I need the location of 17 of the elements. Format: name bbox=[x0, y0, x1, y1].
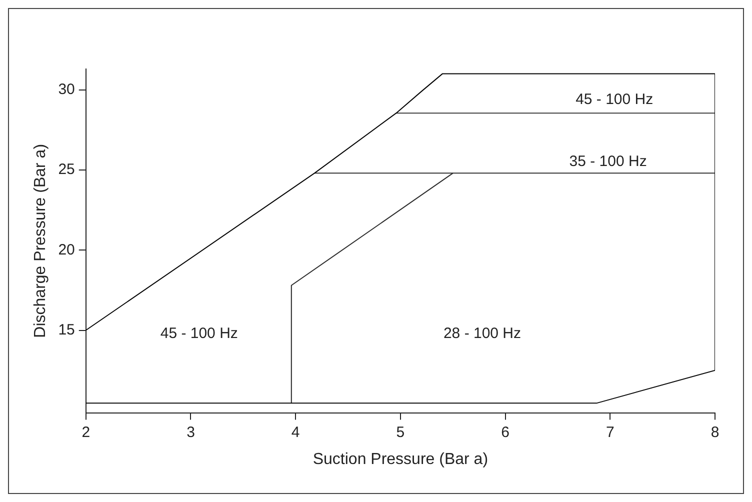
x-tick-label: 8 bbox=[710, 424, 720, 441]
annotation: 45 - 100 Hz bbox=[576, 91, 654, 108]
annotation: 45 - 100 Hz bbox=[160, 324, 238, 342]
y-tick-label: 15 bbox=[58, 321, 75, 338]
x-tick-label: 2 bbox=[82, 424, 90, 441]
y-tick-label: 30 bbox=[58, 80, 75, 98]
y-axis-title: Discharge Pressure (Bar a) bbox=[32, 144, 50, 338]
x-tick-label: 3 bbox=[186, 424, 195, 441]
x-tick-label: 7 bbox=[606, 424, 614, 441]
y-tick-label: 25 bbox=[58, 161, 75, 178]
x-tick-label: 4 bbox=[291, 424, 300, 441]
x-tick-label: 6 bbox=[501, 424, 510, 441]
annotation: 35 - 100 Hz bbox=[569, 152, 647, 170]
annotation: 28 - 100 Hz bbox=[443, 324, 521, 342]
x-axis-title: Suction Pressure (Bar a) bbox=[312, 450, 488, 468]
y-tick-label: 20 bbox=[58, 241, 75, 258]
x-tick-label: 5 bbox=[396, 424, 405, 441]
